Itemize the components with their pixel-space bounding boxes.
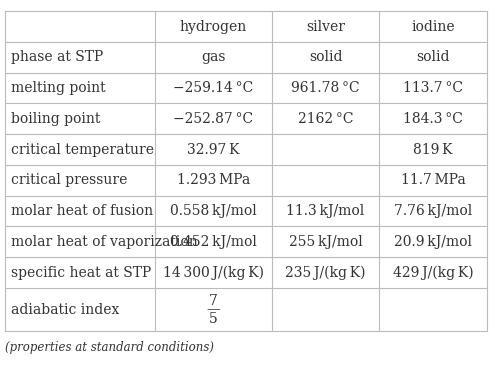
Text: 20.9 kJ/mol: 20.9 kJ/mol — [394, 235, 472, 249]
Text: 819 K: 819 K — [413, 142, 453, 157]
Text: 7.76 kJ/mol: 7.76 kJ/mol — [394, 204, 472, 218]
Text: gas: gas — [201, 50, 226, 64]
Text: solid: solid — [416, 50, 450, 64]
Text: 11.3 kJ/mol: 11.3 kJ/mol — [286, 204, 365, 218]
Text: —: — — [207, 303, 220, 316]
Text: 113.7 °C: 113.7 °C — [403, 81, 463, 95]
Text: melting point: melting point — [11, 81, 106, 95]
Text: hydrogen: hydrogen — [180, 20, 247, 34]
Text: adiabatic index: adiabatic index — [11, 303, 120, 316]
Text: 0.452 kJ/mol: 0.452 kJ/mol — [170, 235, 257, 249]
Text: 1.293 MPa: 1.293 MPa — [177, 173, 250, 188]
Text: (properties at standard conditions): (properties at standard conditions) — [5, 340, 214, 354]
Text: 961.78 °C: 961.78 °C — [291, 81, 360, 95]
Text: 11.7 MPa: 11.7 MPa — [401, 173, 465, 188]
Text: boiling point: boiling point — [11, 112, 101, 126]
Text: 0.558 kJ/mol: 0.558 kJ/mol — [170, 204, 256, 218]
Text: 184.3 °C: 184.3 °C — [403, 112, 463, 126]
Text: 14 300 J/(kg K): 14 300 J/(kg K) — [163, 266, 264, 280]
Text: −252.87 °C: −252.87 °C — [173, 112, 253, 126]
Text: specific heat at STP: specific heat at STP — [11, 266, 152, 280]
Text: 255 kJ/mol: 255 kJ/mol — [289, 235, 362, 249]
Text: solid: solid — [309, 50, 342, 64]
Text: 235 J/(kg K): 235 J/(kg K) — [285, 266, 366, 280]
Text: 2162 °C: 2162 °C — [298, 112, 353, 126]
Text: 429 J/(kg K): 429 J/(kg K) — [393, 266, 473, 280]
Text: critical temperature: critical temperature — [11, 142, 155, 157]
Text: 32.97 K: 32.97 K — [187, 142, 240, 157]
Text: molar heat of vaporization: molar heat of vaporization — [11, 235, 198, 249]
Text: −259.14 °C: −259.14 °C — [173, 81, 253, 95]
Text: silver: silver — [306, 20, 345, 34]
Text: iodine: iodine — [411, 20, 455, 34]
Text: phase at STP: phase at STP — [11, 50, 104, 64]
Text: molar heat of fusion: molar heat of fusion — [11, 204, 154, 218]
Text: 7: 7 — [209, 294, 218, 308]
Text: 5: 5 — [209, 312, 218, 326]
Text: critical pressure: critical pressure — [11, 173, 128, 188]
